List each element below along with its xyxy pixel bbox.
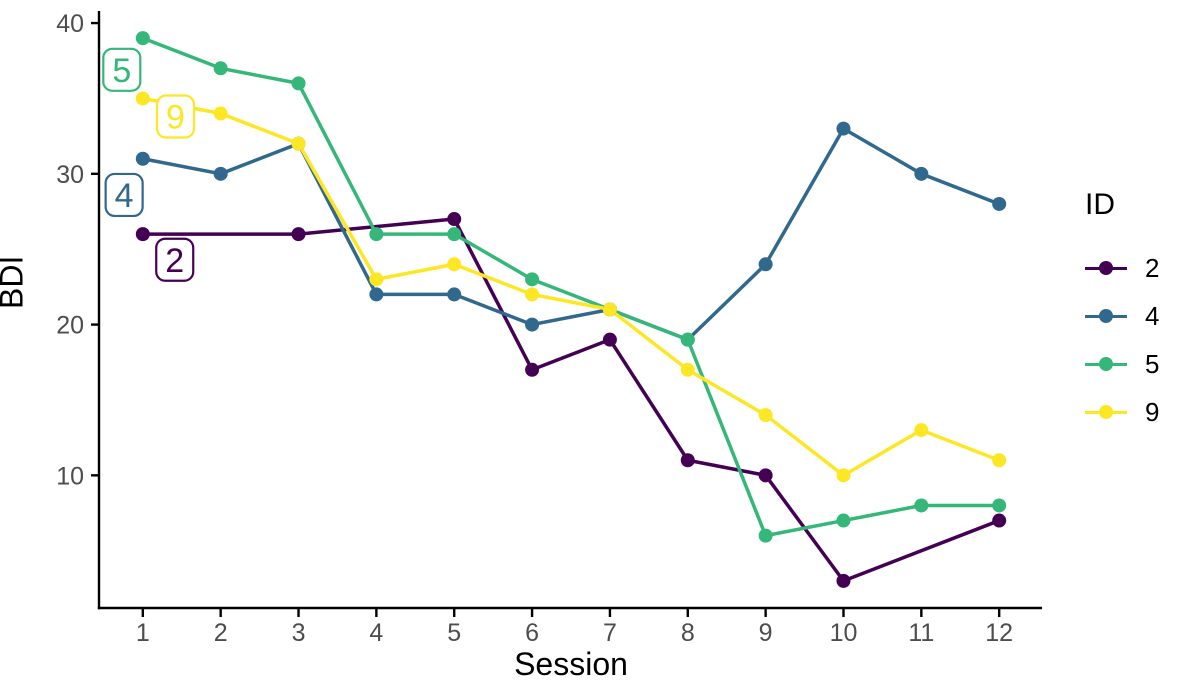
data-point-id5-s5 <box>447 227 462 242</box>
x-tick-label: 6 <box>525 619 539 647</box>
data-point-id2-s1 <box>135 227 150 242</box>
data-point-id9-s8 <box>680 362 695 377</box>
x-tick-label: 5 <box>447 619 461 647</box>
y-tick-label: 40 <box>56 10 84 38</box>
y-tick-label: 30 <box>56 161 84 189</box>
data-point-id4-s12 <box>992 196 1007 211</box>
data-point-id9-s4 <box>369 272 384 287</box>
data-point-id5-s12 <box>992 498 1007 513</box>
legend-swatch <box>1085 308 1127 324</box>
data-point-id9-s11 <box>914 423 929 438</box>
data-point-id5-s11 <box>914 498 929 513</box>
data-point-id2-s10 <box>836 573 851 588</box>
data-point-id5-s2 <box>213 61 228 76</box>
data-point-id2-s8 <box>680 453 695 468</box>
data-point-id9-s10 <box>836 468 851 483</box>
data-point-id4-s6 <box>525 317 540 332</box>
data-point-id5-s8 <box>680 332 695 347</box>
legend-dot-icon <box>1099 357 1113 371</box>
direct-label-box-9 <box>155 94 196 139</box>
x-tick-label: 7 <box>603 619 617 647</box>
data-point-id9-s3 <box>291 136 306 151</box>
direct-label-text-5: 5 <box>112 52 131 90</box>
data-point-id9-s2 <box>213 106 228 121</box>
x-tick-label: 3 <box>292 619 306 647</box>
legend-entry-label: 2 <box>1145 252 1160 283</box>
direct-label-text-4: 4 <box>115 177 134 215</box>
data-point-id4-s4 <box>369 287 384 302</box>
data-point-id5-s4 <box>369 227 384 242</box>
data-point-id5-s6 <box>525 272 540 287</box>
data-point-id5-s9 <box>758 528 773 543</box>
series-line-2 <box>142 217 1000 583</box>
direct-label-box-2 <box>155 237 195 282</box>
direct-label-box-4 <box>104 172 144 218</box>
data-point-id2-s6 <box>525 362 540 377</box>
legend-entry-label: 4 <box>1145 300 1160 331</box>
data-point-id9-s1 <box>135 91 150 106</box>
y-tick-label: 10 <box>56 462 84 490</box>
data-point-id2-s5 <box>447 212 462 227</box>
x-tick-label: 2 <box>214 619 228 647</box>
data-point-id4-s5 <box>447 287 462 302</box>
legend-entry-label: 5 <box>1145 348 1160 379</box>
data-point-id9-s5 <box>447 257 462 272</box>
legend: ID 2 4 5 9 <box>1085 188 1159 436</box>
legend-entries: 2 4 5 9 <box>1085 244 1159 436</box>
x-tick-label: 8 <box>681 619 695 647</box>
legend-entry-5: 5 <box>1085 340 1159 388</box>
legend-entry-2: 2 <box>1085 244 1159 292</box>
legend-swatch <box>1085 260 1127 276</box>
series-line-5 <box>142 36 1000 538</box>
data-point-id2-s9 <box>758 468 773 483</box>
data-point-id4-s11 <box>914 166 929 181</box>
direct-label-text-9: 9 <box>166 99 185 137</box>
legend-dot-icon <box>1099 261 1113 275</box>
x-tick-label: 4 <box>369 619 383 647</box>
data-point-id2-s12 <box>992 513 1007 528</box>
data-point-id5-s10 <box>836 513 851 528</box>
data-point-id9-s7 <box>602 302 617 317</box>
data-point-id2-s7 <box>602 332 617 347</box>
direct-label-box-5 <box>102 47 142 92</box>
data-point-id9-s12 <box>992 453 1007 468</box>
x-tick-label: 1 <box>136 619 150 647</box>
data-point-id9-s9 <box>758 408 773 423</box>
y-axis-title: BDI <box>0 255 30 309</box>
legend-swatch <box>1085 404 1127 420</box>
series-line-4 <box>142 126 1000 342</box>
y-tick-label: 20 <box>56 312 84 340</box>
legend-entry-label: 9 <box>1145 396 1160 427</box>
data-point-id4-s10 <box>836 121 851 136</box>
data-point-id5-s1 <box>135 31 150 46</box>
series-line-9 <box>142 96 1000 478</box>
x-tick-label: 10 <box>830 619 858 647</box>
data-point-id2-s3 <box>291 227 306 242</box>
data-point-id9-s6 <box>525 287 540 302</box>
x-tick-label: 12 <box>985 619 1013 647</box>
legend-swatch <box>1085 356 1127 372</box>
x-axis-title: Session <box>514 646 628 682</box>
legend-dot-icon <box>1099 405 1113 419</box>
legend-entry-9: 9 <box>1085 388 1159 436</box>
legend-dot-icon <box>1099 309 1113 323</box>
data-point-id4-s2 <box>213 166 228 181</box>
direct-label-text-2: 2 <box>165 242 184 280</box>
x-tick-label: 11 <box>908 619 934 647</box>
x-tick-label: 9 <box>759 619 773 647</box>
data-point-id5-s3 <box>291 76 306 91</box>
legend-entry-4: 4 <box>1085 292 1159 340</box>
data-point-id4-s1 <box>135 151 150 166</box>
legend-title: ID <box>1085 188 1115 221</box>
data-point-id4-s9 <box>758 257 773 272</box>
